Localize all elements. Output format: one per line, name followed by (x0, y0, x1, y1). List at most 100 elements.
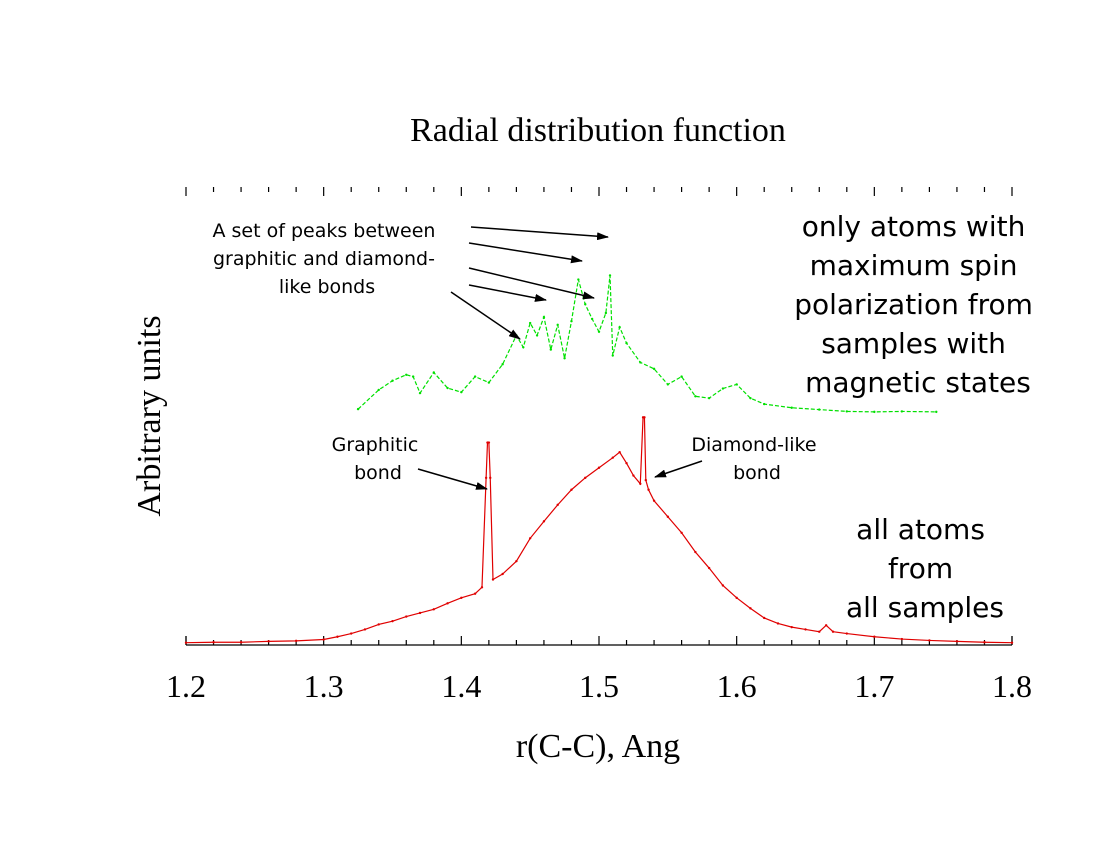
max-spin-point (790, 406, 793, 409)
all-atoms-point (487, 441, 491, 444)
all-atoms-point (694, 550, 697, 554)
max-spin-point (625, 341, 628, 345)
arrow-peak-4 (468, 284, 547, 302)
all-atoms-point (763, 616, 766, 620)
all-atoms-point (804, 628, 807, 631)
x-tick-labels: 1.2 1.3 1.4 1.5 1.6 1.7 1.8 (166, 668, 1032, 704)
max-spin-point (377, 388, 380, 392)
label-green-line-3: polarization from (794, 288, 1033, 321)
annotation-graphitic-line-1: Graphitic (332, 434, 419, 456)
all-atoms-point (460, 596, 463, 600)
all-atoms-point (707, 566, 711, 570)
max-spin-point (845, 410, 848, 413)
all-atoms-point (632, 474, 635, 477)
all-atoms-point (542, 520, 546, 523)
all-atoms-point (618, 450, 621, 454)
max-spin-point (749, 396, 752, 400)
all-atoms-point (418, 611, 422, 615)
all-atoms-point (1010, 641, 1014, 644)
all-atoms-point (350, 632, 353, 635)
x-tick-label: 1.5 (579, 668, 619, 704)
x-tick-label: 1.8 (992, 668, 1032, 704)
max-spin-point (763, 402, 766, 406)
all-atoms-point (831, 630, 835, 633)
all-atoms-point (845, 632, 848, 635)
all-atoms-point (721, 584, 725, 587)
max-spin-point (597, 330, 601, 333)
label-green-line-4: samples with (821, 327, 1006, 360)
max-spin-point (608, 274, 612, 277)
all-atoms-point (432, 608, 435, 611)
all-atoms-point (647, 488, 650, 491)
label-red-line-3: all samples (846, 591, 1004, 624)
x-tick-label: 1.2 (166, 668, 206, 704)
all-atoms-point (528, 537, 532, 540)
annotation-diamond: Diamond-like bond (691, 434, 822, 484)
max-spin-point (501, 363, 504, 366)
all-atoms-point (900, 637, 904, 641)
max-spin-point (487, 381, 491, 384)
all-atoms-point (556, 503, 559, 507)
label-red-series: all atoms from all samples (846, 513, 1004, 624)
max-spin-point (570, 319, 573, 323)
annotation-peaks-group: A set of peaks between graphitic and dia… (212, 220, 441, 298)
max-spin-point (694, 395, 697, 398)
all-atoms-point (491, 578, 495, 581)
max-spin-point (556, 323, 559, 327)
series-max-spin-points (356, 274, 938, 414)
annotation-peaks-line-1: A set of peaks between (212, 220, 435, 242)
all-atoms-point (294, 639, 298, 643)
max-spin-point (542, 315, 546, 319)
max-spin-point (735, 383, 738, 386)
max-spin-point (652, 367, 656, 371)
chart-title: Radial distribution function (410, 112, 786, 149)
all-atoms-point (818, 630, 821, 633)
all-atoms-point (322, 638, 325, 641)
all-atoms-point (480, 586, 484, 589)
max-spin-point (611, 354, 614, 357)
all-atoms-point (570, 488, 573, 491)
label-red-line-1: all atoms (856, 513, 985, 546)
arrow-peak-5 (450, 291, 521, 340)
arrow-peak-3 (468, 267, 595, 300)
max-spin-point (618, 325, 621, 329)
all-atoms-point (267, 640, 270, 643)
max-spin-point (584, 303, 587, 306)
all-atoms-point (489, 476, 492, 480)
label-green-series: only atoms with maximum spin polarizatio… (794, 210, 1042, 399)
all-atoms-point (611, 456, 614, 459)
all-atoms-point (790, 625, 793, 629)
max-spin-point (446, 386, 449, 390)
label-green-line-1: only atoms with (802, 210, 1026, 243)
max-spin-point (411, 375, 415, 378)
all-atoms-point (484, 476, 488, 480)
annotation-graphitic-line-2: bond (354, 462, 402, 484)
max-spin-point (604, 311, 608, 315)
annotation-diamond-line-1: Diamond-like (691, 434, 816, 456)
all-atoms-point (501, 572, 504, 576)
max-spin-point (528, 321, 532, 325)
x-ticks-top (185, 187, 1013, 196)
arrow-graphitic (417, 468, 488, 490)
x-tick-label: 1.4 (441, 668, 481, 704)
annotation-diamond-line-2: bond (733, 462, 781, 484)
all-atoms-point (597, 466, 601, 469)
all-atoms-point (644, 478, 648, 482)
max-spin-point (666, 383, 670, 386)
annotation-graphitic: Graphitic bond (332, 434, 425, 484)
all-atoms-point (680, 531, 683, 534)
max-spin-point (535, 334, 539, 337)
all-atoms-point (239, 641, 243, 644)
max-spin-point (577, 278, 580, 281)
max-spin-point (900, 410, 904, 413)
arrow-peak-1 (470, 226, 609, 241)
annotation-peaks-line-3: like bonds (279, 276, 375, 298)
all-atoms-point (824, 624, 828, 627)
x-tick-label: 1.6 (717, 668, 757, 704)
x-tick-label: 1.7 (854, 668, 894, 704)
x-axis-label: r(C-C), Ang (516, 728, 680, 765)
all-atoms-point (184, 641, 188, 644)
label-green-line-2: maximum spin (810, 249, 1018, 282)
arrow-peak-2 (468, 242, 583, 264)
